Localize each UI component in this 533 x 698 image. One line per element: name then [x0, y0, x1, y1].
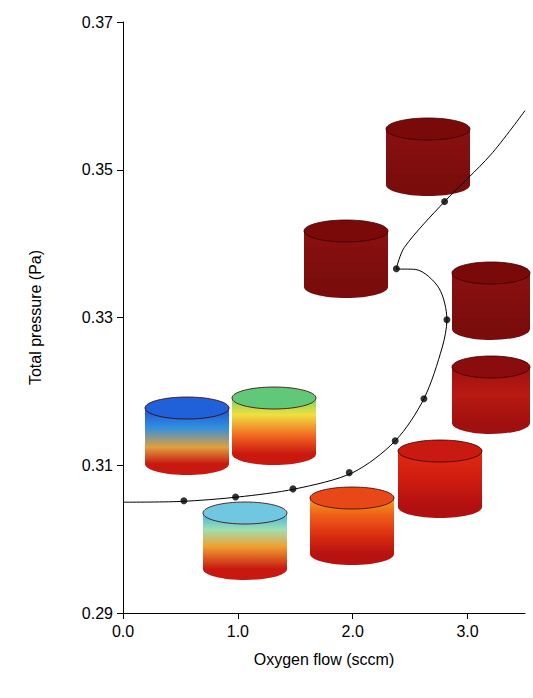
- svg-text:0.35: 0.35: [82, 161, 113, 178]
- svg-text:0.31: 0.31: [82, 457, 113, 474]
- svg-text:0.37: 0.37: [82, 14, 113, 31]
- svg-text:Total pressure (Pa): Total pressure (Pa): [27, 250, 44, 385]
- svg-text:1.0: 1.0: [227, 623, 249, 640]
- svg-text:0.29: 0.29: [82, 605, 113, 622]
- svg-text:3.0: 3.0: [456, 623, 478, 640]
- svg-text:0.33: 0.33: [82, 309, 113, 326]
- svg-text:Oxygen flow (sccm): Oxygen flow (sccm): [254, 651, 394, 668]
- svg-text:0.0: 0.0: [112, 623, 134, 640]
- svg-text:2.0: 2.0: [342, 623, 364, 640]
